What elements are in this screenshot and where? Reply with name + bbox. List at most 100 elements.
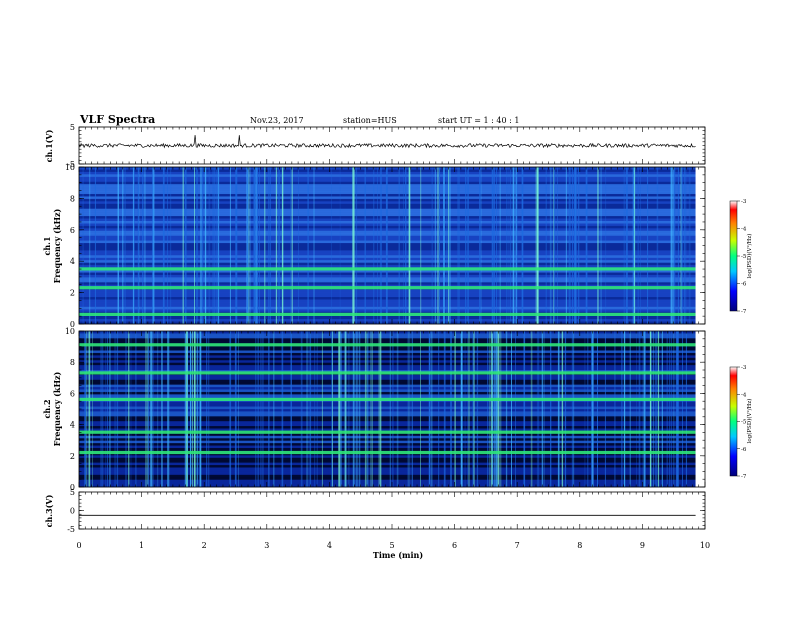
x-tick-label: 5 — [389, 541, 394, 550]
spec-streak — [170, 167, 172, 324]
spec-streak — [637, 167, 639, 324]
spec-streak — [549, 167, 551, 324]
spec-streak — [321, 331, 323, 487]
y-tick-label: 4 — [70, 421, 75, 430]
spec-streak — [128, 331, 130, 487]
ch2-colorbar — [729, 366, 738, 477]
spec-streak — [507, 167, 509, 324]
spec-streak — [260, 331, 262, 487]
spec-streak — [102, 331, 104, 487]
spec-band — [79, 445, 696, 449]
spec-streak — [378, 331, 380, 487]
spec-streak — [254, 167, 256, 324]
spec-streak — [673, 331, 675, 487]
spec-streak — [142, 167, 144, 324]
ch2-spectrogram-heatmap — [79, 331, 705, 488]
spec-streak — [86, 331, 88, 487]
spec-line — [79, 286, 696, 290]
spec-streak — [643, 331, 646, 487]
spec-band — [79, 452, 696, 456]
spec-streak — [454, 331, 456, 487]
y-tick-label: 5 — [70, 488, 75, 497]
spec-streak — [633, 167, 635, 324]
ch2-spectrogram-ylabel-channel: ch.2 — [42, 399, 52, 418]
spec-streak — [309, 331, 312, 487]
spec-band — [79, 455, 696, 459]
spec-streak — [438, 331, 440, 487]
spec-streak — [675, 331, 678, 487]
spec-streak — [497, 167, 499, 324]
spec-streak — [217, 167, 219, 324]
spec-streak — [307, 167, 309, 324]
spec-streak — [408, 167, 410, 324]
spec-streak — [340, 331, 342, 487]
colorbar-tick-label: -5 — [741, 420, 747, 426]
spec-streak — [557, 331, 560, 487]
spec-streak — [152, 331, 154, 487]
spec-streak — [331, 331, 333, 487]
spec-line — [79, 312, 696, 316]
spec-streak — [632, 167, 635, 324]
spec-streak — [213, 167, 216, 324]
spec-streak — [473, 331, 475, 487]
spec-streak — [673, 167, 676, 324]
spec-streak — [161, 331, 163, 487]
spec-streak — [564, 331, 567, 487]
spec-streak — [496, 167, 497, 324]
spec-streak — [584, 331, 586, 487]
colorbar-tick-label: -6 — [741, 447, 747, 453]
spec-streak — [273, 331, 275, 487]
spec-streak — [352, 167, 354, 324]
y-tick-label: 0 — [70, 507, 75, 516]
spec-streak — [250, 167, 251, 324]
spec-streak — [316, 331, 318, 487]
spec-streak — [338, 331, 341, 487]
spec-streak — [370, 331, 372, 487]
colorbar-tick-label: -5 — [741, 254, 747, 260]
spec-streak — [614, 331, 616, 487]
spec-streak — [101, 331, 103, 487]
spec-streak — [192, 331, 193, 487]
spec-band — [79, 362, 696, 366]
spec-streak — [575, 167, 577, 324]
spec-streak — [593, 331, 594, 487]
spec-streak — [208, 167, 211, 324]
spec-streak — [600, 167, 602, 324]
spec-band — [79, 448, 696, 451]
spec-band — [79, 428, 696, 432]
spec-streak — [344, 331, 347, 487]
spec-streak — [553, 167, 556, 324]
spec-streak — [187, 331, 188, 487]
spec-streak — [597, 331, 598, 487]
spec-line — [79, 343, 696, 347]
spec-streak — [377, 167, 378, 324]
spec-streak — [157, 331, 159, 487]
spec-streak — [439, 167, 440, 324]
spec-streak — [212, 167, 214, 324]
ch2-colorbar-label: log(PSD)(V²/Hz) — [746, 399, 753, 444]
spec-streak — [355, 331, 357, 487]
spec-streak — [331, 167, 332, 324]
spec-streak — [133, 167, 135, 324]
spec-streak — [262, 331, 264, 487]
spec-streak — [367, 331, 368, 487]
y-tick-label: 2 — [70, 452, 75, 461]
spec-streak — [255, 331, 257, 487]
spec-streak — [204, 167, 207, 324]
spec-streak — [669, 331, 670, 487]
spec-streak — [476, 331, 479, 487]
spec-streak — [396, 331, 399, 487]
spec-streak — [125, 331, 127, 487]
spec-band — [79, 365, 696, 368]
spec-streak — [106, 331, 108, 487]
spec-streak — [314, 331, 316, 487]
spec-streak — [100, 331, 101, 487]
spec-streak — [290, 331, 292, 487]
spec-streak — [557, 167, 558, 324]
spec-streak — [152, 167, 155, 324]
spec-streak — [115, 331, 116, 487]
spec-streak — [358, 331, 361, 487]
spec-streak — [235, 167, 237, 324]
spec-streak — [122, 167, 124, 324]
